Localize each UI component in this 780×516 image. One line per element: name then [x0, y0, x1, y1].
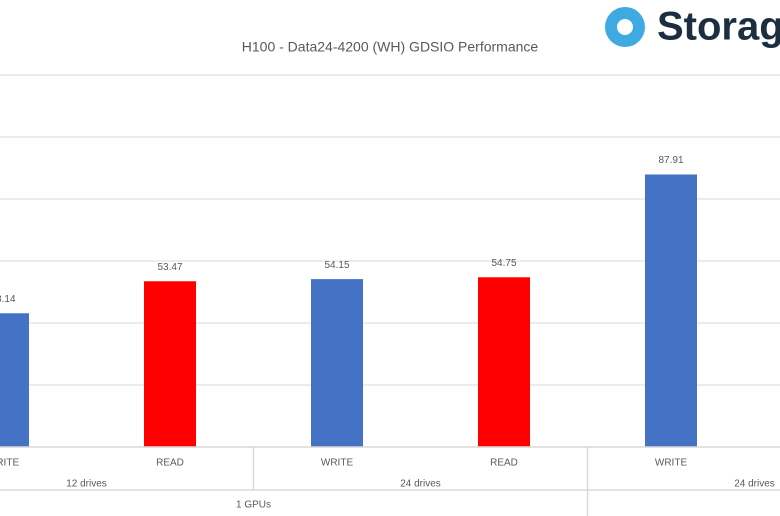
value-label: 54.15: [324, 260, 349, 271]
group-label: 12 drives: [66, 479, 107, 490]
logo-text: Storag: [657, 5, 780, 49]
logo-icon-hole: [617, 19, 633, 35]
value-label: 54.75: [491, 258, 516, 269]
bar: [311, 279, 363, 447]
bar: [0, 313, 29, 447]
bar: [478, 277, 530, 447]
bar: [645, 174, 697, 447]
group-label: 24 drives: [400, 479, 441, 490]
chart-title: H100 - Data24-4200 (WH) GDSIO Performanc…: [242, 39, 539, 55]
value-label: 87.91: [658, 155, 683, 166]
x-tick-label: WRITE: [0, 458, 19, 469]
value-label: 43.14: [0, 294, 16, 305]
group-label: 24 drives: [734, 479, 775, 490]
x-tick-label: READ: [490, 458, 518, 469]
x-tick-label: WRITE: [655, 458, 688, 469]
x-tick-label: WRITE: [321, 458, 354, 469]
value-label: 53.47: [157, 262, 182, 273]
bar: [144, 281, 196, 447]
group-label: 1 GPUs: [236, 500, 271, 511]
x-tick-label: READ: [156, 458, 184, 469]
